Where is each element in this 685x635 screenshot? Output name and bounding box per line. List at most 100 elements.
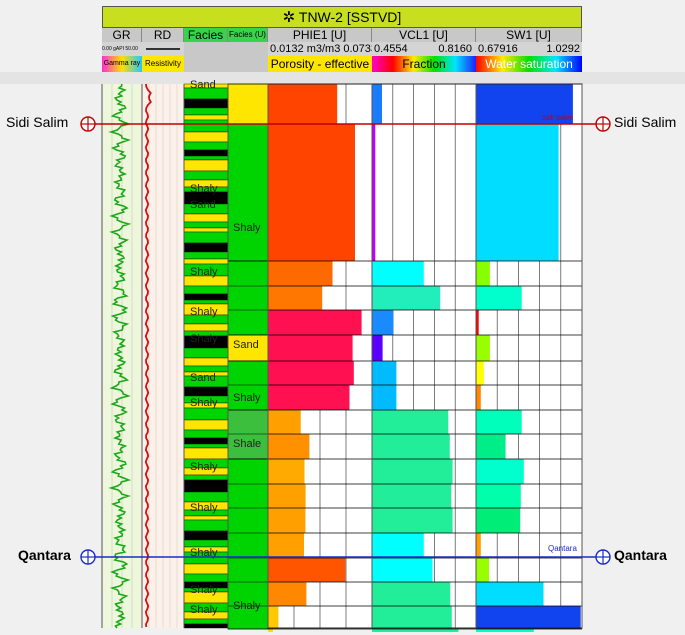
sw1-bar (476, 558, 489, 582)
facies-band (183, 285, 229, 295)
facies-label: Shaly (190, 183, 218, 195)
facies-band (183, 443, 229, 449)
sw1-bar (476, 410, 522, 434)
facies-band (183, 159, 229, 172)
facies-band (183, 251, 229, 260)
facies-label: Shaly (190, 604, 218, 616)
facies-label: Shaly (190, 333, 218, 345)
facies-band (183, 530, 229, 541)
facies-band (183, 474, 229, 481)
phie1-bar (268, 385, 350, 410)
gr-legend: Gamma ray (102, 56, 142, 72)
facies-band (183, 519, 229, 532)
marker-label-sidi-salim-left[interactable]: Sidi Salim (6, 114, 69, 130)
facies-band (183, 114, 229, 121)
sw1-bar (476, 508, 521, 533)
facies-band (183, 221, 229, 229)
vcl1-scale-min: 0.4554 (374, 43, 408, 55)
facies-band (183, 491, 229, 503)
gamma-ray-curve (108, 83, 132, 629)
sw1-bar (476, 606, 581, 629)
vcl1-bar (372, 582, 451, 606)
track-header-vcl1[interactable]: VCL1 [U] (372, 28, 476, 42)
vcl1-bar (372, 484, 452, 508)
vcl1-legend: Fraction (372, 56, 476, 72)
vcl1-bar (372, 508, 453, 533)
facies-u-block (227, 260, 269, 336)
sw1-bar (476, 335, 490, 361)
facies-label: Shaly (190, 547, 218, 559)
track-header-facies[interactable]: Facies (184, 28, 228, 42)
facies-u-block (227, 458, 269, 630)
phie1-bar (268, 558, 346, 582)
facies-band (183, 141, 229, 151)
track-header-gr[interactable]: GR (102, 28, 142, 42)
facies-band (183, 107, 229, 116)
facies-band (183, 293, 229, 301)
vcl1-bar (372, 84, 382, 124)
sw1-bar (476, 84, 573, 124)
phie1-bar (268, 484, 306, 508)
vcl1-bar (372, 286, 441, 310)
phie1-bar (268, 261, 333, 286)
facies-label: Shaly (190, 266, 218, 278)
facies-band (183, 213, 229, 223)
track-header-rd[interactable]: RD (142, 28, 184, 42)
marker-label-qantara-right[interactable]: Qantara (614, 547, 667, 563)
vcl1-bar (372, 558, 433, 582)
facies-u-label: Shale (233, 438, 261, 450)
phie1-bar (268, 84, 338, 124)
sw1-bar (476, 124, 559, 261)
resistivity-curve (144, 83, 152, 628)
facies-band (183, 563, 229, 575)
facies-label: Shaly (190, 584, 218, 596)
facies-u-block (227, 123, 269, 262)
phie1-bar (268, 124, 355, 261)
gear-icon[interactable]: ✲ (282, 9, 296, 26)
sw1-bar (476, 310, 479, 335)
sw1-bar (476, 361, 484, 385)
well-title-bar[interactable]: ✲ TNW-2 [SSTVD] (102, 6, 582, 28)
vcl1-bar (372, 335, 383, 361)
track-header-sw1[interactable]: SW1 [U] (476, 28, 582, 42)
facies-label: Sand (190, 79, 216, 91)
sw1-scale-max: 1.0292 (546, 43, 580, 55)
sw1-scale-min: 0.67916 (478, 43, 518, 55)
track-header-phie1[interactable]: PHIE1 [U] (268, 28, 372, 42)
facies-band (183, 227, 229, 233)
facies-band (183, 623, 229, 629)
marker-label-qantara-left[interactable]: Qantara (18, 547, 71, 563)
phie1-bar (268, 434, 310, 459)
marker-label-sidi-salim-right[interactable]: Sidi Salim (614, 114, 677, 130)
rd-legend: Resistivity (142, 56, 184, 72)
facies-label: Sand (190, 199, 216, 211)
facies-band (183, 149, 229, 157)
vcl1-bar (372, 261, 424, 286)
sw1-bar (476, 484, 521, 508)
facies-u-label: Sand (233, 339, 259, 351)
facies-band (183, 258, 229, 265)
track-header-facies-u[interactable]: Facies (U) (228, 28, 268, 42)
marker-inline-sidi-salim: Sidi Salim (542, 115, 574, 122)
sw1-bar (476, 459, 524, 484)
sw1-bar (476, 434, 506, 459)
facies-u-label: Shaly (233, 392, 261, 404)
rd-scale (142, 42, 184, 56)
phie1-legend: Porosity - effective (268, 56, 372, 72)
vcl1-bar (372, 459, 453, 484)
sw1-bar (476, 629, 534, 632)
facies-label: Shaly (190, 397, 218, 409)
phie1-bar (268, 286, 323, 310)
phie1-bar (268, 533, 304, 558)
facies-label: Shaly (190, 502, 218, 514)
facies-band (183, 231, 229, 244)
phie1-bar (268, 335, 353, 361)
header-gap (0, 72, 685, 84)
sw1-bar (476, 533, 481, 558)
vcl1-bar (372, 385, 397, 410)
gr-scale: 0.00 gAPI 50.00 (102, 42, 142, 56)
sw1-bar (476, 286, 522, 310)
facies-band (183, 437, 229, 445)
phie1-bar (268, 508, 306, 533)
